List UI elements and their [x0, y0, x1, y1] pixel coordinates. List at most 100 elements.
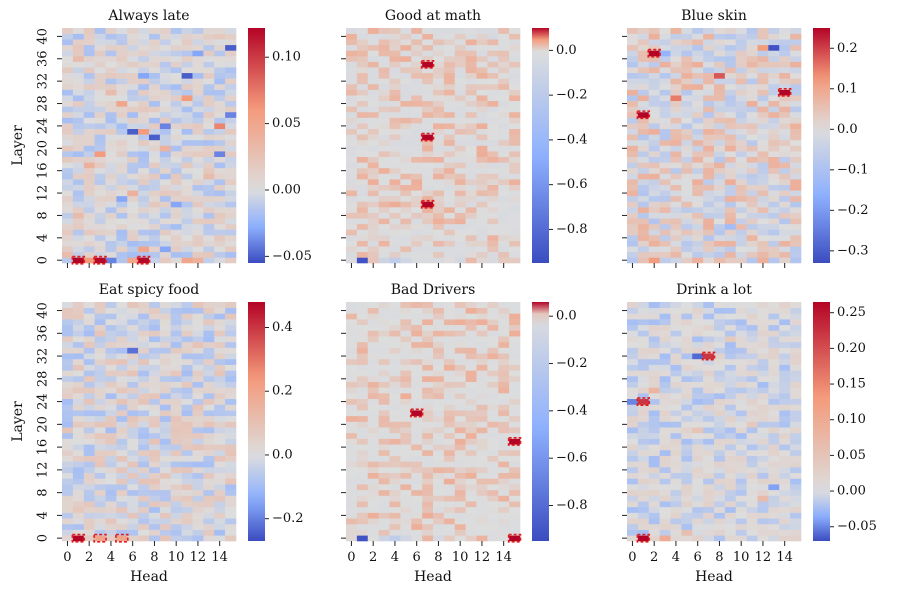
heatmap-cell	[648, 33, 660, 40]
heatmap-cell	[138, 324, 150, 331]
colorbar-tick-label: 0.15	[837, 377, 866, 392]
heatmap-cell	[703, 89, 715, 96]
heatmap-cell	[454, 89, 466, 96]
heatmap-cell	[757, 375, 769, 382]
heatmap-cell	[116, 353, 128, 360]
heatmap-cell	[465, 319, 477, 326]
heatmap-cell	[83, 61, 95, 68]
heatmap-cell	[433, 229, 445, 236]
heatmap-cell	[105, 39, 117, 46]
heatmap-cell	[768, 134, 780, 141]
heatmap-cell	[422, 375, 434, 382]
heatmap-cell	[790, 33, 802, 40]
heatmap-cell	[192, 381, 204, 388]
heatmap-cell	[400, 139, 412, 146]
heatmap-cell	[476, 83, 488, 90]
heatmap-cell	[181, 444, 193, 451]
heatmap-cell	[159, 387, 172, 394]
heatmap-cell	[62, 449, 74, 456]
heatmap-cell	[724, 410, 737, 417]
heatmap-cell	[681, 95, 693, 102]
heatmap-cell	[487, 375, 499, 382]
y-tick-label: 32	[36, 73, 51, 90]
heatmap-cell	[159, 173, 172, 180]
heatmap-cell	[735, 139, 747, 146]
heatmap-cell	[735, 156, 747, 163]
heatmap-cell	[127, 529, 139, 536]
heatmap-cell	[378, 240, 390, 247]
heatmap-cell	[170, 512, 182, 519]
heatmap-cell	[149, 427, 161, 434]
heatmap-cell	[356, 123, 369, 130]
heatmap-cell	[790, 78, 802, 85]
heatmap-cell	[127, 307, 139, 314]
heatmap-cell	[170, 156, 182, 163]
heatmap-cell	[692, 495, 704, 502]
heatmap-cell	[724, 512, 737, 519]
heatmap-cell	[768, 246, 780, 253]
heatmap-cell	[400, 207, 412, 213]
heatmap-cell	[159, 472, 172, 479]
heatmap-cell	[203, 251, 215, 258]
heatmap-cell	[214, 478, 226, 485]
heatmap-cell	[637, 190, 650, 197]
heatmap-cell	[181, 50, 193, 57]
heatmap-cell	[72, 173, 85, 180]
heatmap-cell	[681, 370, 693, 377]
heatmap-cell	[83, 156, 95, 163]
heatmap-cell	[367, 229, 379, 236]
heatmap-cell	[181, 336, 193, 343]
heatmap-cell	[768, 495, 780, 502]
heatmap-cell	[509, 173, 521, 180]
heatmap-cell	[509, 307, 521, 314]
heatmap-cell	[356, 302, 369, 308]
heatmap-cell	[411, 257, 423, 264]
heatmap-cell	[648, 151, 660, 157]
heatmap-cell	[389, 184, 401, 191]
heatmap-cell	[692, 50, 704, 57]
heatmap-cell	[127, 195, 139, 202]
heatmap-cell	[498, 398, 510, 405]
heatmap-cell	[768, 427, 780, 434]
heatmap-cell	[433, 495, 445, 502]
heatmap-cell	[692, 432, 704, 439]
heatmap-cell	[790, 370, 802, 377]
heatmap-cell	[779, 123, 791, 130]
heatmap-cell	[768, 302, 780, 308]
heatmap-cell	[498, 111, 510, 118]
heatmap-cell	[757, 229, 769, 236]
heatmap-cell	[746, 427, 758, 434]
heatmap-cell	[400, 444, 412, 451]
heatmap-cell	[149, 501, 161, 508]
heatmap-cell	[681, 50, 693, 57]
heatmap-cell	[735, 123, 747, 130]
heatmap-cell	[389, 229, 401, 236]
heatmap-cell	[637, 523, 650, 530]
heatmap-cell	[498, 449, 510, 456]
heatmap-cell	[367, 167, 379, 174]
heatmap-cell	[714, 55, 726, 62]
heatmap-cell	[116, 472, 128, 479]
heatmap-cell	[149, 307, 161, 314]
heatmap-cell	[724, 478, 737, 485]
heatmap-cell	[422, 61, 434, 68]
heatmap-cell	[627, 336, 639, 343]
heatmap-cell	[487, 341, 499, 348]
heatmap-cell	[411, 72, 423, 79]
heatmap-cell	[637, 330, 650, 337]
heatmap-cell	[105, 495, 117, 502]
heatmap-cell	[367, 512, 379, 519]
heatmap-cell	[703, 55, 715, 62]
heatmap-cell	[433, 167, 445, 174]
heatmap-cell	[670, 370, 682, 377]
heatmap-cell	[714, 167, 726, 174]
heatmap-cell	[214, 106, 226, 113]
heatmap-cell	[487, 353, 499, 360]
heatmap-cell	[181, 489, 193, 496]
heatmap-cell	[724, 95, 737, 102]
heatmap-cell	[454, 83, 466, 90]
heatmap-cell	[768, 195, 780, 202]
heatmap-cell	[637, 472, 650, 479]
heatmap-cell	[692, 336, 704, 343]
heatmap-cell	[790, 324, 802, 331]
